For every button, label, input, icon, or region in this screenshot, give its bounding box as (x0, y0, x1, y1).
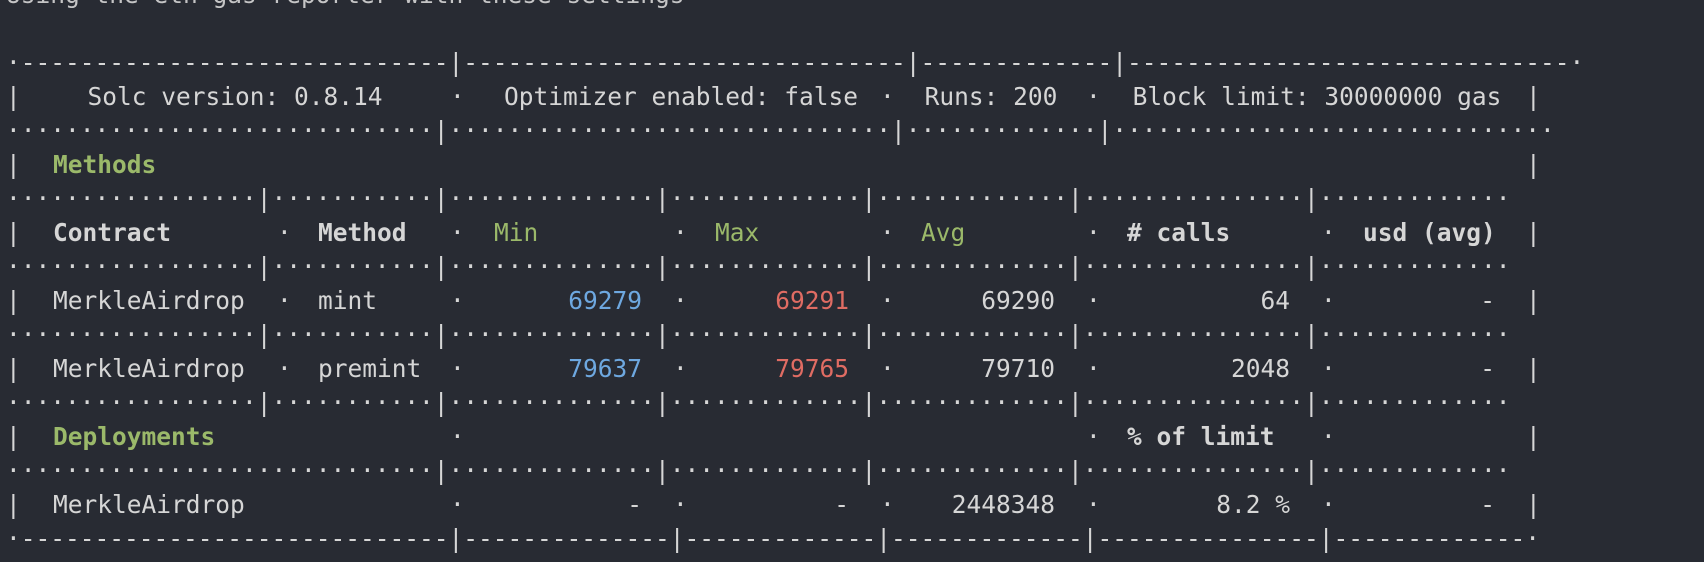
top-border: ·-----------------------------|---------… (6, 48, 1585, 77)
border-right: | (1526, 150, 1541, 179)
border-right: | (1526, 218, 1541, 247)
block-limit: Block limit: 30000000 gas (1132, 82, 1502, 111)
col-sep: · (450, 422, 465, 451)
border-right: | (1526, 490, 1541, 519)
method-name: mint (318, 286, 378, 315)
border-left: | (6, 150, 21, 179)
table-row: | MerkleAirdrop · mint · 69279 · 69291 ·… (6, 284, 1704, 352)
col-sep: · (277, 286, 292, 315)
col-sep: · (1086, 82, 1101, 111)
gas-report-terminal: Using the eth-gas-reporter with these se… (6, 0, 1704, 556)
col-sep: · (673, 286, 688, 315)
col-sep: · (1321, 286, 1336, 315)
contract-name: MerkleAirdrop (53, 286, 245, 315)
border-left: | (6, 218, 21, 247)
header-min: Min (494, 218, 539, 247)
max-gas: 79765 (775, 354, 849, 383)
col-sep: · (1086, 422, 1101, 451)
col-sep: · (1086, 490, 1101, 519)
col-sep: · (450, 490, 465, 519)
border-left: | (6, 354, 21, 383)
avg-gas: 69290 (981, 286, 1055, 315)
optimizer-status: Optimizer enabled: false (503, 82, 858, 111)
methods-section-title: Methods (53, 150, 157, 179)
methods-section-row: | Methods | ·················|··········… (6, 148, 1704, 216)
bottom-border: ·-----------------------------|---------… (6, 524, 1541, 553)
header-avg: Avg (921, 218, 966, 247)
col-sep: · (450, 354, 465, 383)
deployments-section-title: Deployments (53, 422, 216, 451)
col-sep: · (1321, 422, 1336, 451)
deployments-section-row: | Deployments · · % of limit · | ·······… (6, 420, 1704, 488)
usd-avg: - (1480, 354, 1495, 383)
usd-avg: - (1480, 286, 1495, 315)
col-sep: · (673, 218, 688, 247)
col-sep: · (880, 490, 895, 519)
col-sep: · (450, 286, 465, 315)
border-right: | (1526, 354, 1541, 383)
min-gas: 79637 (568, 354, 642, 383)
dotted-separator: ·················|···········|··········… (6, 388, 1511, 417)
col-sep: · (1321, 354, 1336, 383)
col-sep: · (277, 218, 292, 247)
dotted-separator: ·····························|··········… (6, 116, 1555, 145)
cut-off-line: Using the eth-gas-reporter with these se… (6, 0, 685, 12)
config-row: | Solc version: 0.8.14 · Optimizer enabl… (6, 80, 1704, 148)
min-gas: 69279 (568, 286, 642, 315)
col-sep: · (1086, 286, 1101, 315)
border-right: | (1526, 422, 1541, 451)
col-sep: · (880, 354, 895, 383)
usd-avg: - (1480, 490, 1495, 519)
contract-name: MerkleAirdrop (53, 354, 245, 383)
header-contract: Contract (53, 218, 172, 247)
border-left: | (6, 82, 21, 111)
border-left: | (6, 286, 21, 315)
avg-gas: 79710 (981, 354, 1055, 383)
dotted-separator: ·················|···········|··········… (6, 184, 1511, 213)
table-row: | MerkleAirdrop · - · - · 2448348 · 8.2 … (6, 488, 1704, 556)
col-sep: · (1086, 218, 1101, 247)
col-sep: · (673, 490, 688, 519)
header-usd: usd (avg) (1363, 218, 1496, 247)
col-sep: · (1321, 218, 1336, 247)
solc-version: Solc version: 0.8.14 (87, 82, 383, 111)
border-left: | (6, 422, 21, 451)
header-method: Method (318, 218, 407, 247)
col-sep: · (880, 218, 895, 247)
percent-of-limit: 8.2 % (1216, 490, 1290, 519)
border-right: | (1526, 286, 1541, 315)
header-max: Max (715, 218, 760, 247)
percent-of-limit-header: % of limit (1127, 422, 1275, 451)
col-sep: · (1321, 490, 1336, 519)
contract-name: MerkleAirdrop (53, 490, 245, 519)
min-gas: - (627, 490, 642, 519)
col-sep: · (450, 82, 465, 111)
avg-gas: 2448348 (951, 490, 1055, 519)
call-count: 2048 (1230, 354, 1290, 383)
dotted-separator: ·················|···········|··········… (6, 252, 1511, 281)
runs: Runs: 200 (924, 82, 1058, 111)
top-border-row: ·-----------------------------|---------… (6, 12, 1704, 80)
methods-header-row: | Contract · Method · Min · Max · Avg · … (6, 216, 1704, 284)
table-row: | MerkleAirdrop · premint · 79637 · 7976… (6, 352, 1704, 420)
col-sep: · (277, 354, 292, 383)
cut-off-line-row: Using the eth-gas-reporter with these se… (6, 0, 1704, 12)
col-sep: · (880, 82, 895, 111)
dotted-separator: ·····························|··········… (6, 456, 1511, 485)
method-name: premint (318, 354, 422, 383)
header-calls: # calls (1127, 218, 1231, 247)
max-gas: 69291 (775, 286, 849, 315)
col-sep: · (450, 218, 465, 247)
border-left: | (6, 490, 21, 519)
dotted-separator: ·················|···········|··········… (6, 320, 1511, 349)
max-gas: - (834, 490, 849, 519)
col-sep: · (880, 286, 895, 315)
col-sep: · (673, 354, 688, 383)
call-count: 64 (1260, 286, 1290, 315)
col-sep: · (1086, 354, 1101, 383)
border-right: | (1526, 82, 1541, 111)
